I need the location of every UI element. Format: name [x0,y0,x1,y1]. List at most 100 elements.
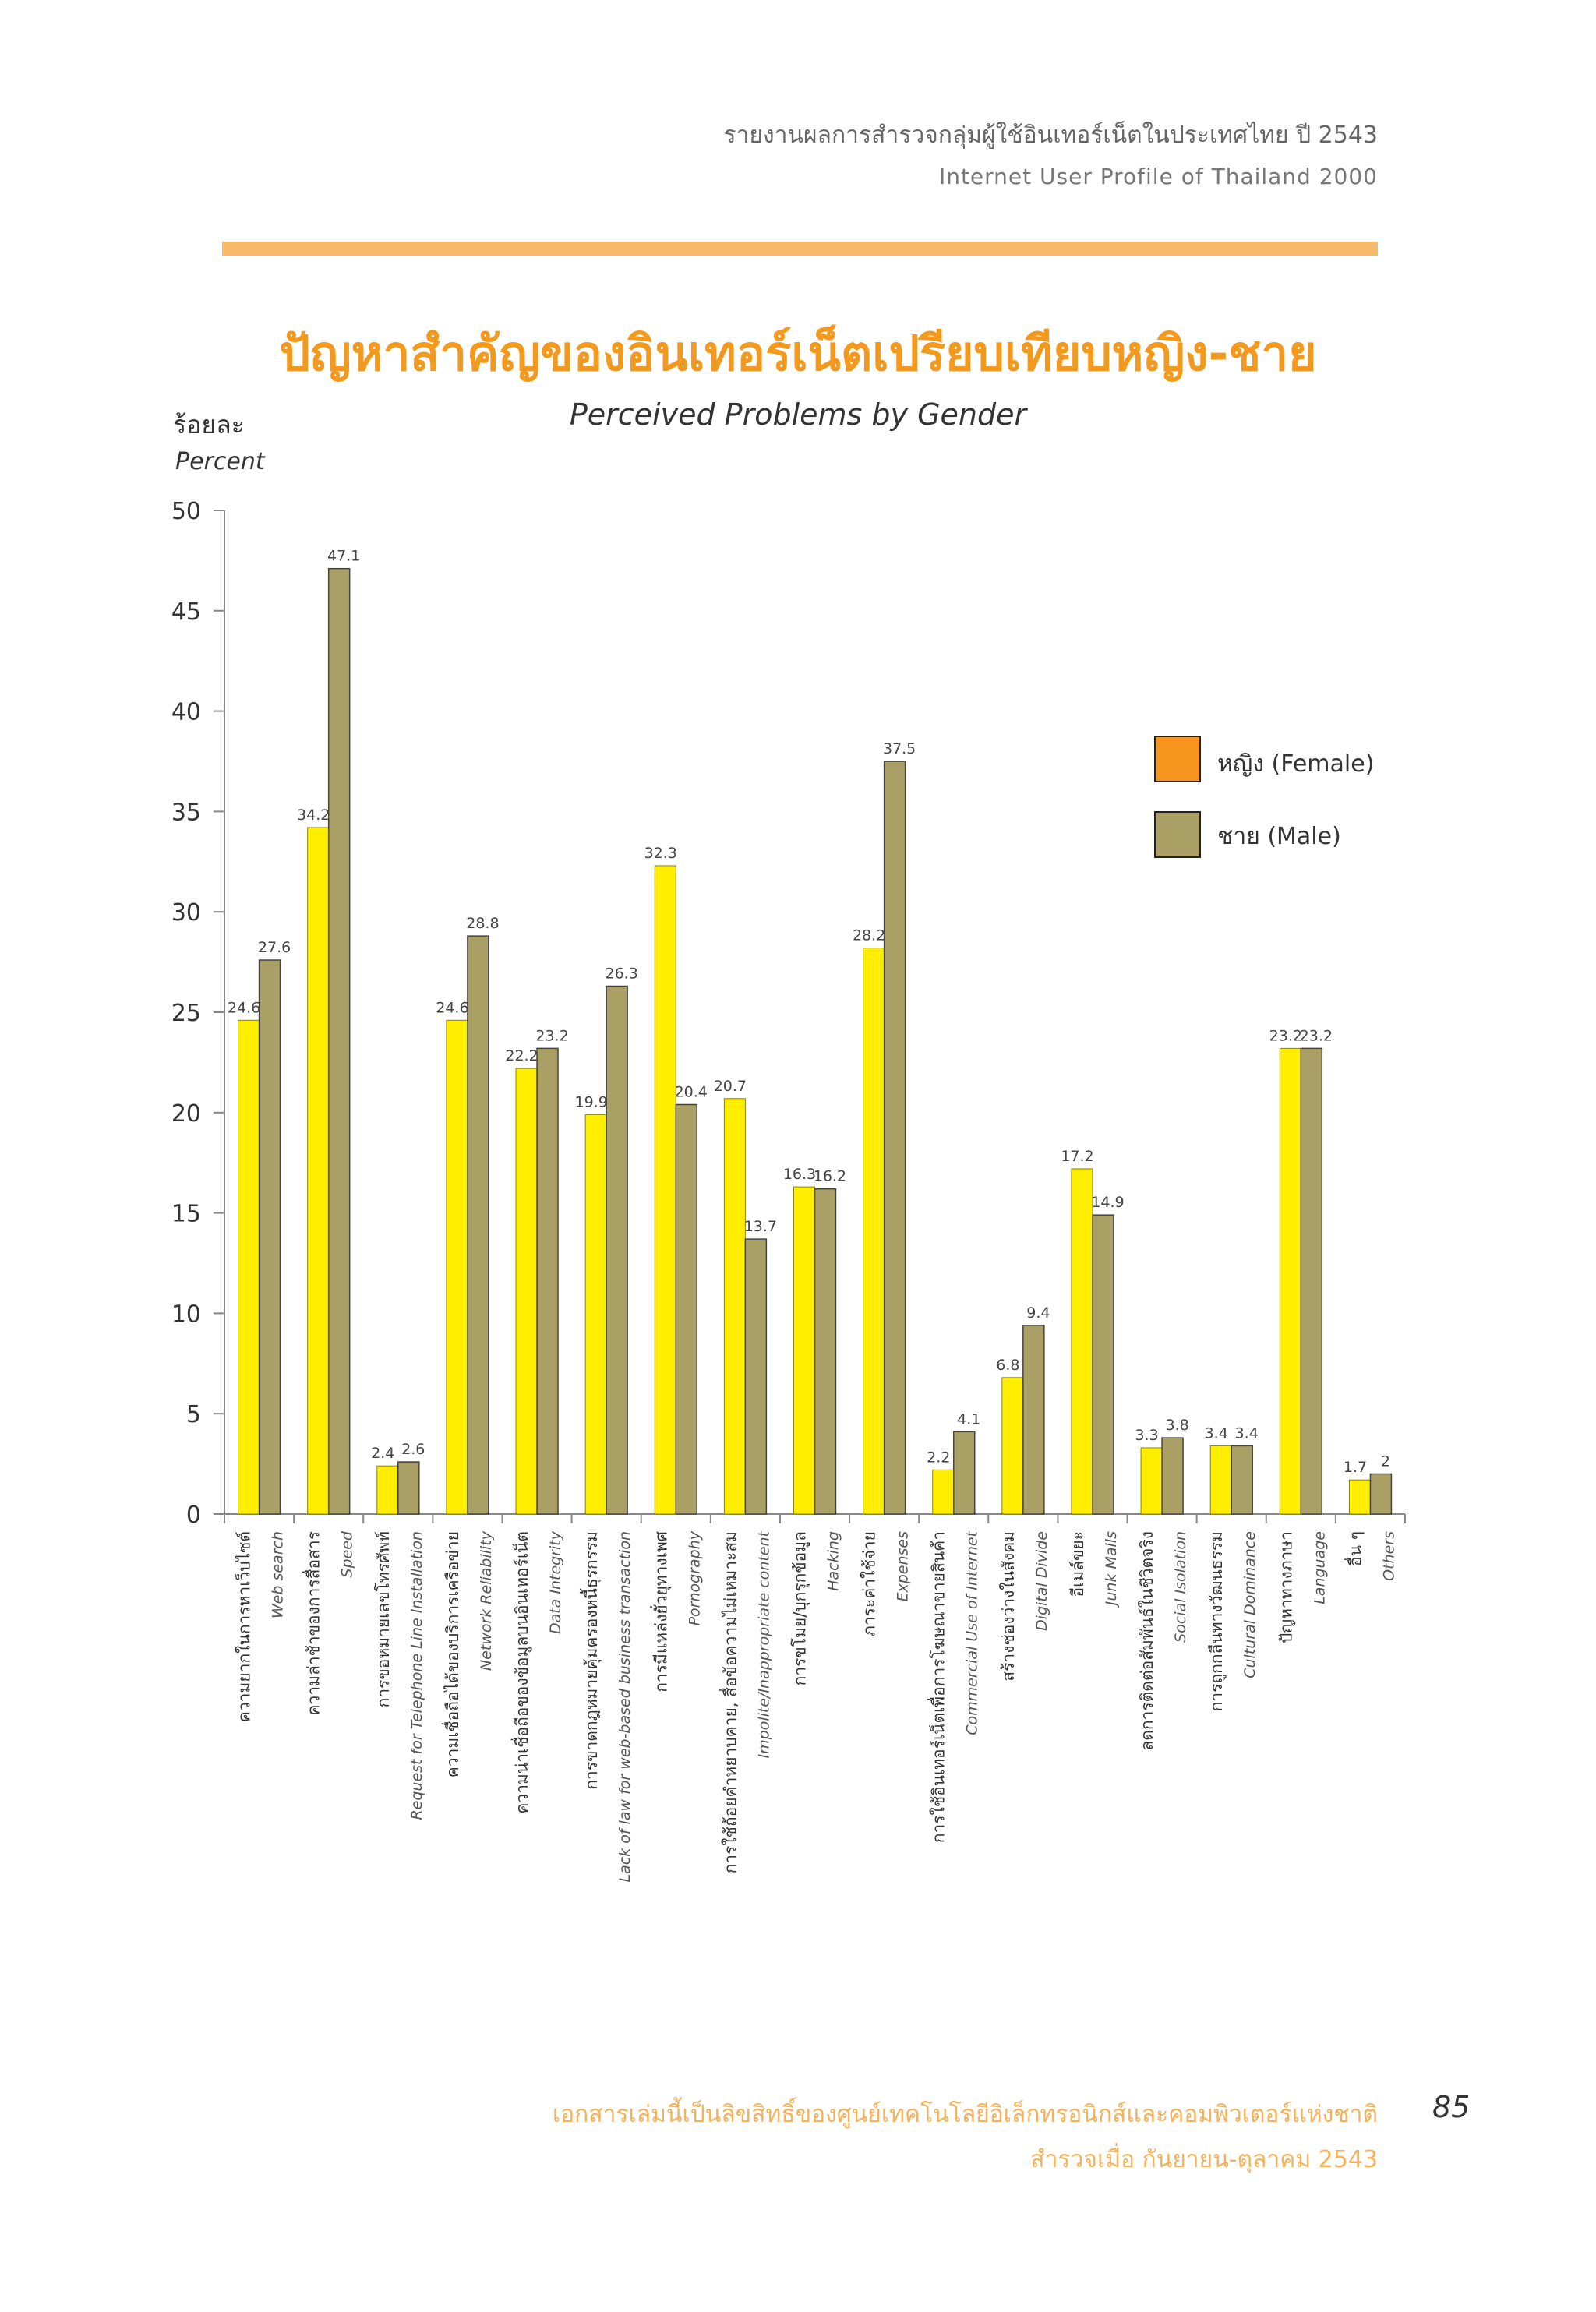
bar-female [376,1465,399,1515]
data-label-female: 6.8 [996,1357,1019,1374]
footer-copyright: เอกสารเล่มนี้เป็นลิขสิทธิ์ของศูนย์เทคโนโ… [552,2101,1378,2128]
category-label-thai: ความน่าเชื่อถือของข้อมูลบนอินเทอร์เน็ต [510,1531,532,1814]
category-label: ความน่าเชื่อถือของข้อมูลบนอินเทอร์เน็ต Da… [510,1530,564,1813]
bar-male [1231,1445,1253,1515]
header-thai-title: รายงานผลการสำรวจกลุ่มผู้ใช้อินเทอร์เน็ตใ… [723,122,1378,149]
category-label-thai: อื่น ๆ [1344,1531,1365,1566]
y-tick-label: 20 [171,1100,201,1128]
bar-male [606,985,628,1515]
bar-male [1092,1214,1114,1515]
data-label-male: 28.8 [466,915,499,932]
category-label-thai: การใช้อินเทอร์เน็ตเพื่อการโฆษณาขายสินค้า [927,1531,948,1843]
category-label-thai: อีเมล์ขยะ [1068,1531,1087,1597]
category-label: ความเชื่อถือได้ของบริการเครือข่าย Network… [441,1530,495,1777]
bar-male [1369,1473,1393,1515]
y-tick-label: 5 [186,1401,201,1428]
data-label-male: 37.5 [883,740,916,757]
y-tick-label: 40 [171,699,201,726]
bar-male [814,1188,837,1515]
bar-male [1300,1047,1323,1515]
category-label-thai: ความเชื่อถือได้ของบริการเครือข่าย [441,1531,462,1777]
bar-male [327,567,351,1515]
data-label-male: 9.4 [1026,1304,1050,1322]
data-label-male: 23.2 [1300,1027,1333,1044]
bar-female [793,1186,815,1515]
category-label-thai: การขโมย/บุกรุกข้อมูล [791,1531,810,1685]
category-label-english: Expenses [895,1531,912,1602]
page-number: 85 [1432,2090,1471,2124]
category-label-english: Digital Divide [1033,1531,1050,1631]
category-label-english: Web search [270,1531,287,1618]
category-label: การใช้อินเทอร์เน็ตเพื่อการโฆษณาขายสินค้า… [927,1530,981,1843]
bar-female [932,1469,955,1515]
bar-female [307,827,330,1515]
data-label-male: 16.2 [814,1168,846,1185]
category-label-english: Social Isolation [1172,1531,1189,1643]
category-label: ความยากในการหาเว็บไซต์ Web search [234,1531,287,1722]
data-label-male: 2.6 [401,1441,425,1458]
y-tick-label: 45 [171,598,201,626]
y-tick-label: 35 [171,799,201,826]
data-label-female: 32.3 [644,845,677,862]
data-label-male: 3.4 [1235,1424,1259,1442]
chart-subtitle: Perceived Problems by Gender [569,397,1027,432]
bar-chart: 0 5 10 15 20 25 30 35 40 45 50 24.6 27.6 ความยากในการ… [171,498,1406,1882]
category-label: การใช้ถ้อยคำหยาบคาย, สื่อข้อความไม่เหมาะ… [719,1530,772,1873]
bar-female [1001,1377,1024,1515]
data-label-female: 2.2 [927,1449,950,1466]
data-label-female: 24.6 [436,999,468,1016]
category-label-thai: การขาดกฎหมายคุ้มครองหนี้ธุรกรรม [580,1531,602,1790]
data-label-male: 2 [1381,1453,1390,1470]
category-label-thai: การถูกกลืนทางวัฒนธรรม [1207,1531,1227,1711]
category-label-english: Cultural Dominance [1241,1531,1259,1678]
bar-male [675,1103,698,1515]
category-label-english: Data Integrity [547,1530,564,1634]
category-label-thai: สร้างช่องว่างในสังคม [999,1531,1018,1682]
data-label-female: 19.9 [574,1093,607,1110]
data-label-male: 3.8 [1165,1417,1188,1434]
data-label-female: 17.2 [1061,1148,1093,1165]
bar-female [515,1068,538,1515]
y-tick-label: 30 [171,899,201,927]
category-label: สร้างช่องว่างในสังคม Digital Divide [999,1531,1050,1682]
header-divider [222,242,1378,256]
category-label-english: Language [1311,1531,1328,1604]
category-label: การขาดกฎหมายคุ้มครองหนี้ธุรกรรม Lack of l… [580,1531,634,1882]
bar-female [1348,1479,1371,1515]
bar-male [1022,1325,1045,1515]
data-label-female: 16.3 [783,1166,816,1183]
category-label-english: Pornography [686,1530,703,1625]
category-label-thai: การใช้ถ้อยคำหยาบคาย, สื่อข้อความไม่เหมาะ… [719,1531,740,1873]
category-label: การถูกกลืนทางวัฒนธรรม Cultural Dominance [1207,1531,1259,1711]
data-label-male: 13.7 [744,1218,777,1235]
data-label-female: 34.2 [297,807,330,824]
y-axis-label-thai: ร้อยละ [173,410,245,439]
bar-female [1209,1445,1232,1515]
bar-male [1161,1437,1184,1515]
data-label-male: 14.9 [1091,1194,1124,1211]
bar-male [536,1047,559,1515]
y-tick-label: 50 [171,498,201,525]
legend-swatch-male [1154,811,1201,858]
data-label-female: 20.7 [714,1078,747,1095]
bar-male [397,1461,420,1515]
y-tick-label: 25 [171,1000,201,1027]
bar-female [584,1114,607,1515]
data-label-male: 23.2 [535,1027,568,1044]
data-label-male: 4.1 [957,1410,980,1428]
y-tick-label: 15 [171,1201,201,1228]
data-label-female: 2.4 [371,1445,394,1462]
category-label-english: Speed [339,1530,356,1578]
data-label-female: 24.6 [228,999,260,1016]
category-label: การขโมย/บุกรุกข้อมูล Hacking [791,1531,842,1685]
bar-female [446,1019,468,1515]
y-tick-label: 10 [171,1301,201,1328]
category-label-thai: การมีแหล่งยั่วยุทางเพศ [649,1530,671,1692]
category-label-english: Others [1380,1531,1397,1581]
bar-male [883,761,906,1515]
bar-female [1140,1447,1163,1515]
y-tick-label: 0 [186,1502,201,1529]
category-label: ปัญหาทางภาษา Language [1276,1531,1328,1643]
data-label-male: 47.1 [327,548,360,565]
category-label: อื่น ๆ Others [1344,1531,1397,1581]
